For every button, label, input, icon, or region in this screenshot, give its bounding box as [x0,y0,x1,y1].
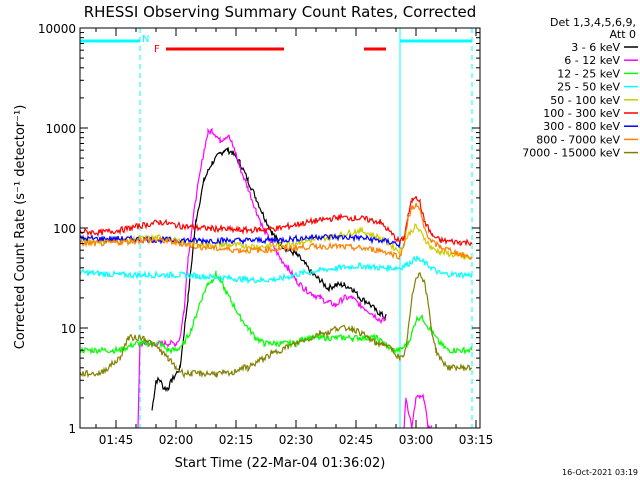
x-tick-label-1: 02:00 [159,433,194,447]
chart-title: RHESSI Observing Summary Count Rates, Co… [84,3,477,21]
x-tick-label-0: 01:45 [99,433,134,447]
y-tick-label-3: 1000 [45,122,76,136]
series-lines [80,127,473,428]
legend-label-7: 800 - 7000 keV [536,133,620,146]
legend-label-5: 100 - 300 keV [543,107,620,120]
night-bar-label: N [142,34,149,45]
series-line-8 [80,272,472,379]
series-line-1 [137,127,433,428]
legend-label-2: 12 - 25 keV [557,67,620,80]
y-tick-label-1: 10 [61,322,76,336]
footer-date: 16-Oct-2021 03:19 [562,468,638,477]
x-tick-label-4: 02:45 [339,433,374,447]
series-line-7 [80,202,473,260]
legend-label-4: 50 - 100 keV [550,94,620,107]
series-line-2 [80,270,473,356]
y-ticks: 1 10 100 1000 10000 [38,22,480,436]
x-axis-label: Start Time (22-Mar-04 01:36:02) [175,456,386,471]
x-tick-label-5: 03:00 [399,433,434,447]
flare-bar-label: F [154,44,160,55]
y-tick-label-0: 1 [68,422,76,436]
legend-label-3: 25 - 50 keV [557,81,620,94]
legend-label-0: 3 - 6 keV [571,41,620,54]
series-line-4 [80,223,473,261]
legend-header-0: Det 1,3,4,5,6,9, [550,16,636,29]
series-line-5 [80,196,473,247]
y-axis-label: Corrected Count Rate (s⁻¹ detector⁻¹) [13,105,28,350]
series-line-3 [80,255,473,285]
x-tick-label-3: 02:30 [279,433,314,447]
series-line-0 [151,147,387,411]
x-tick-label-6: 03:15 [459,433,494,447]
legend-label-6: 300 - 800 keV [543,120,620,133]
legend-label-8: 7000 - 15000 keV [522,147,620,160]
legend-header-1: Att 0 [610,28,636,41]
legend-label-1: 6 - 12 keV [564,54,620,67]
x-ticks: 01:45 02:00 02:15 02:30 02:45 03:00 03:15 [95,28,494,447]
y-tick-label-4: 10000 [38,22,76,36]
y-tick-label-2: 100 [53,222,76,236]
x-tick-label-2: 02:15 [219,433,254,447]
